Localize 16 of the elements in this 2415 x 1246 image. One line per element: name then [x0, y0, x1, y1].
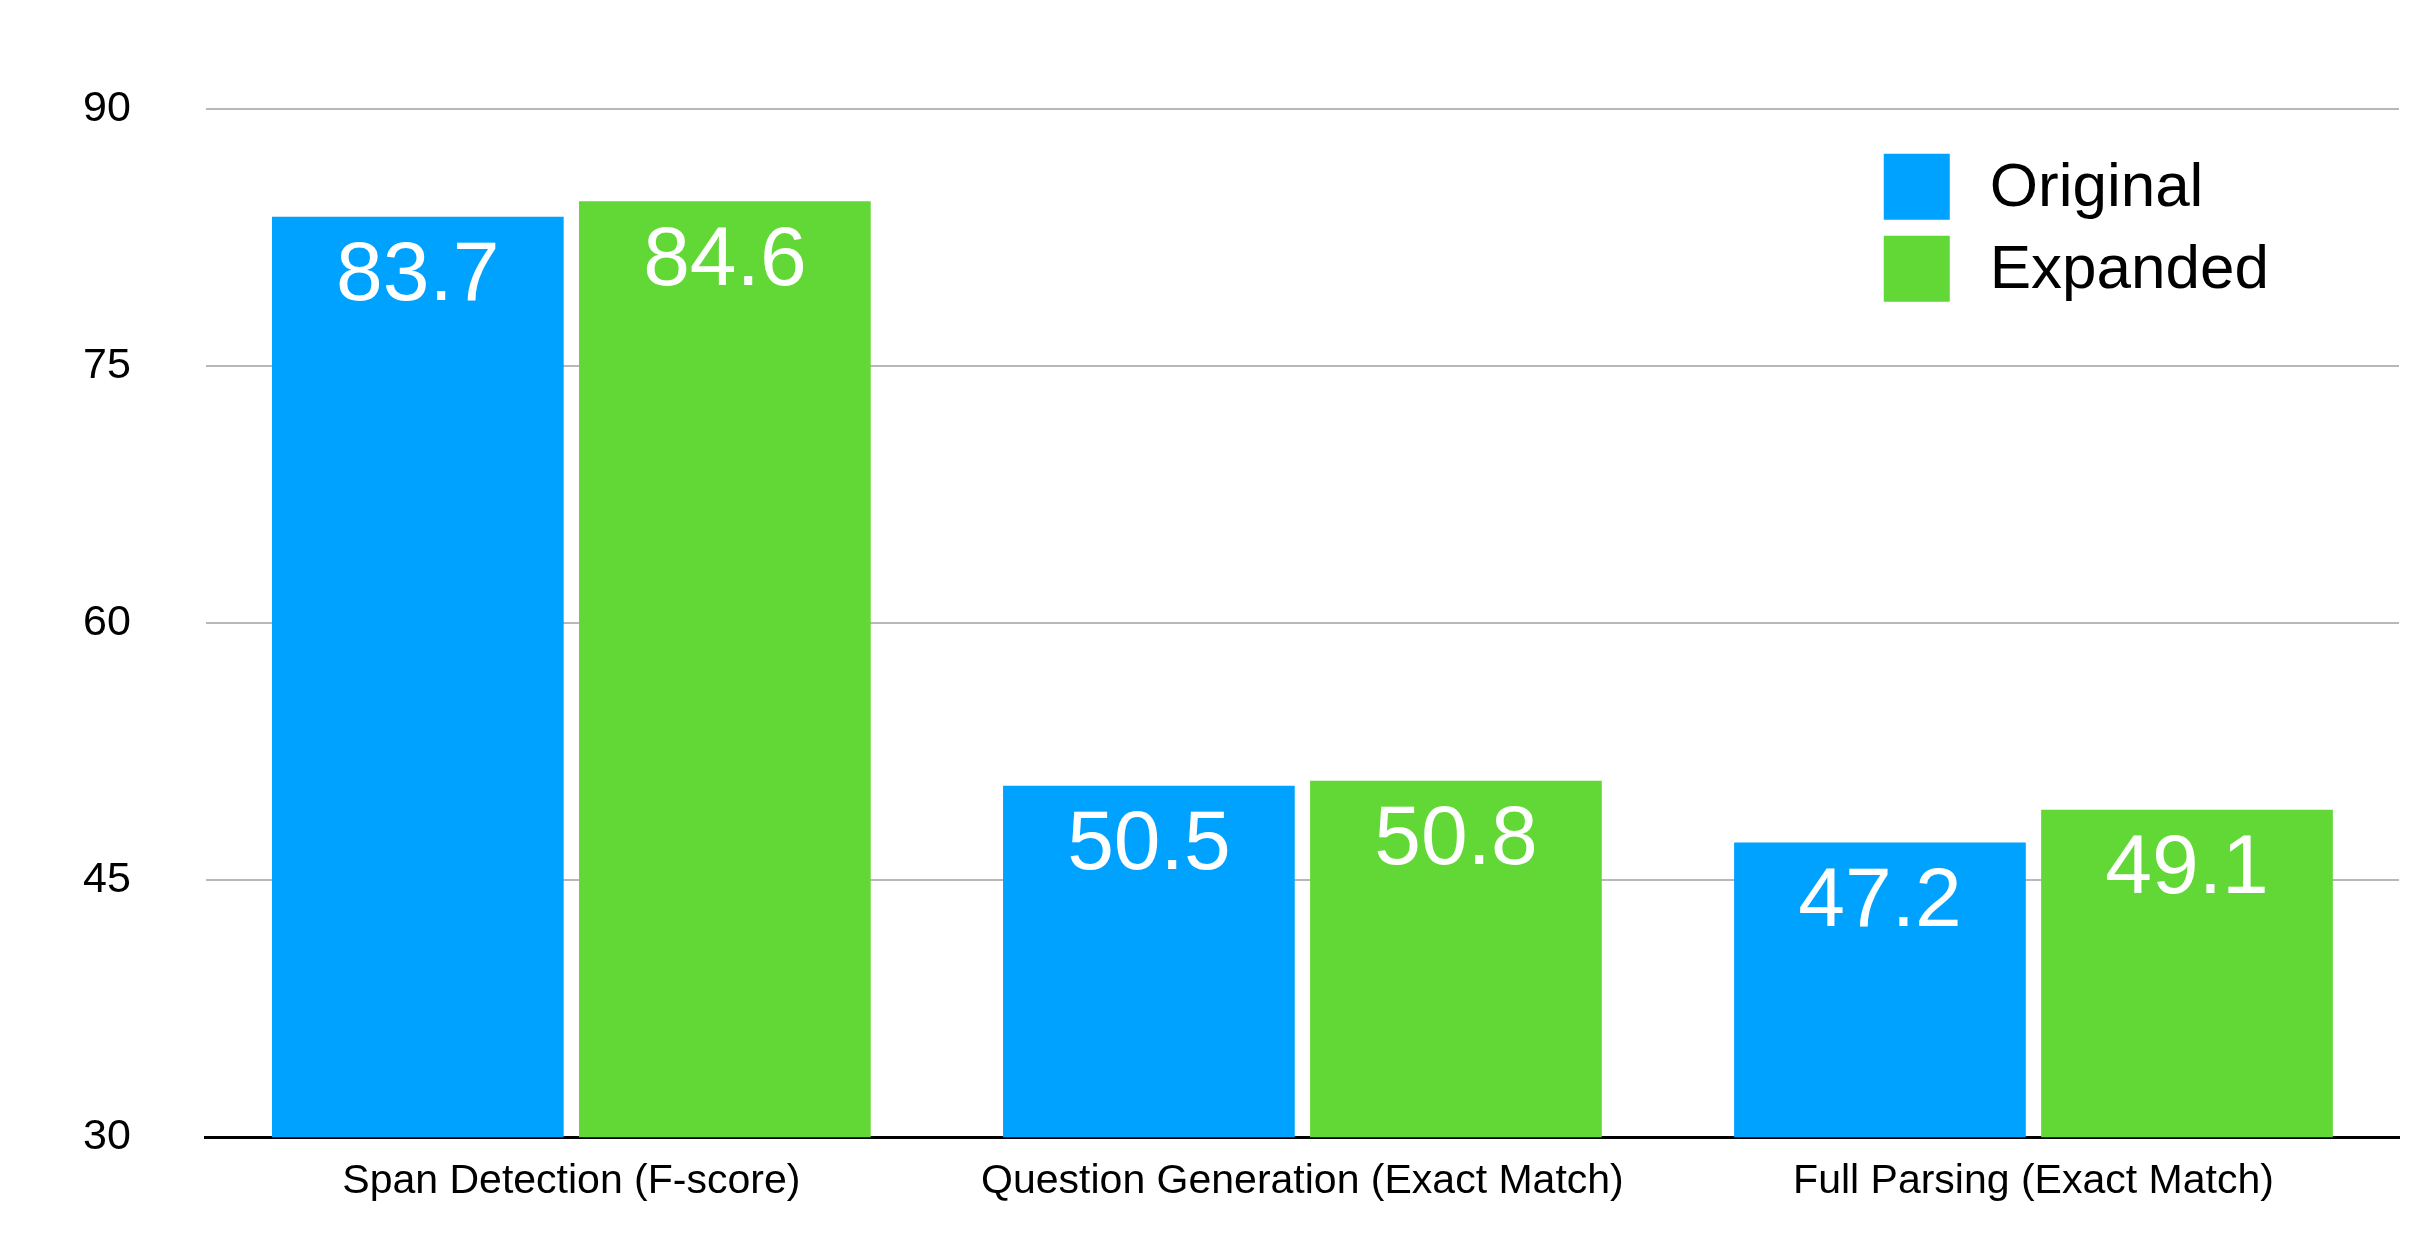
- x-tick-label: Full Parsing (Exact Match): [1793, 1156, 2274, 1203]
- data-label: 47.2: [1798, 849, 1962, 944]
- x-tick-label: Span Detection (F-score): [342, 1156, 801, 1203]
- x-tick-label: Question Generation (Exact Match): [981, 1156, 1624, 1203]
- data-label: 50.5: [1067, 792, 1231, 887]
- data-label: 49.1: [2105, 816, 2269, 911]
- legend-label: Original: [1989, 149, 2204, 219]
- data-label: 83.7: [336, 223, 500, 318]
- data-label: 50.8: [1374, 787, 1538, 882]
- y-tick-label: 75: [82, 338, 131, 387]
- y-tick-label: 90: [82, 81, 131, 130]
- y-tick-label: 45: [82, 852, 131, 901]
- legend-label: Expanded: [1989, 231, 2270, 301]
- y-tick-label: 60: [82, 595, 131, 644]
- y-tick-label: 30: [82, 1110, 131, 1159]
- data-label: 84.6: [643, 208, 807, 303]
